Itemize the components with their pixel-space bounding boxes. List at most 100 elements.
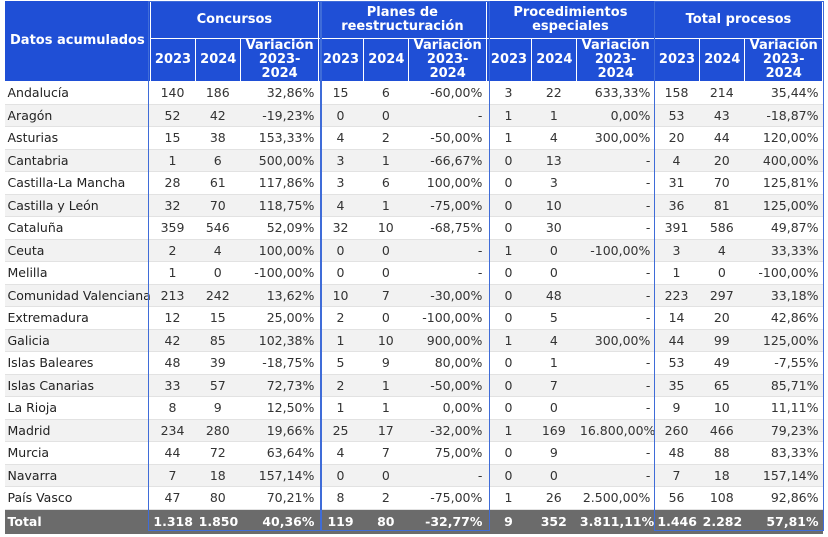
variation-cell: 0,00%: [576, 104, 655, 127]
value-cell: 2: [318, 306, 364, 330]
value-cell: 9: [654, 396, 700, 420]
value-cell: 586: [699, 216, 745, 240]
value-cell: 15: [195, 306, 241, 330]
region-name: Melilla: [4, 261, 151, 285]
region-name: País Vasco: [4, 486, 151, 510]
variation-cell: -: [576, 216, 655, 240]
value-cell: 57: [195, 374, 241, 397]
table-row: Aragón 52 42 -19,23% 0 0-1 1 0,00% 53 43 -18,87%: [4, 104, 823, 127]
variation-cell: 0,00%: [408, 396, 487, 420]
value-cell: 0: [318, 239, 364, 262]
variation-cell: -: [576, 351, 655, 375]
variation-cell: -32,00%: [408, 419, 487, 442]
variation-cell: 120,00%: [744, 126, 823, 150]
value-cell: 9: [531, 441, 577, 465]
subheader-2023: 2023: [653, 38, 701, 82]
region-name: Ceuta: [4, 239, 151, 262]
value-cell: 39: [195, 351, 241, 375]
value-cell: 5: [318, 351, 364, 375]
subheader-2024: 2024: [531, 38, 578, 82]
value-cell: 88: [699, 441, 745, 465]
table-row: Extremadura 12 15 25,00% 2 0 -100,00% 0 5-14 20 42…: [4, 306, 823, 330]
value-cell: 4: [195, 239, 241, 262]
variation-cell: 153,33%: [240, 126, 319, 150]
value-cell: 1: [150, 261, 196, 285]
variation-cell: -: [576, 441, 655, 465]
value-cell: 10: [699, 396, 745, 420]
value-cell: 15: [150, 126, 196, 150]
total-cell: 2.282: [699, 509, 745, 534]
value-cell: 7: [531, 374, 577, 397]
region-name: Andalucía: [4, 81, 151, 105]
total-cell: 40,36%: [240, 509, 319, 534]
value-cell: 0: [486, 351, 532, 375]
variation-cell: 125,00%: [744, 194, 823, 217]
variation-cell: 13,62%: [240, 284, 319, 307]
subheader-2024: 2024: [195, 38, 242, 82]
value-cell: 0: [486, 216, 532, 240]
variation-cell: 35,44%: [744, 81, 823, 105]
region-name: Aragón: [4, 104, 151, 127]
value-cell: 1: [318, 396, 364, 420]
value-cell: 42: [195, 104, 241, 127]
value-cell: 6: [363, 171, 409, 195]
region-name: Madrid: [4, 419, 151, 442]
total-cell: 1.446: [654, 509, 700, 534]
variation-cell: 75,00%: [408, 441, 487, 465]
variation-cell: 25,00%: [240, 306, 319, 330]
value-cell: 1: [486, 104, 532, 127]
value-cell: 1: [486, 486, 532, 510]
table-row: Navarra 7 18 157,14% 0 0-0 0-7 18 157,14%: [4, 464, 823, 487]
total-cell: 9: [486, 509, 532, 534]
value-cell: 81: [699, 194, 745, 217]
value-cell: 0: [486, 171, 532, 195]
variation-cell: -50,00%: [408, 126, 487, 150]
total-label: Total: [4, 509, 151, 534]
value-cell: 546: [195, 216, 241, 240]
value-cell: 30: [531, 216, 577, 240]
value-cell: 85: [195, 329, 241, 352]
table-row: Cataluña 359 546 52,09% 32 10 -68,75% 0 30-391 58…: [4, 216, 823, 240]
value-cell: 7: [150, 464, 196, 487]
variation-cell: -75,00%: [408, 194, 487, 217]
value-cell: 18: [699, 464, 745, 487]
table-row: Islas Baleares 48 39 -18,75% 5 9 80,00% 0 1-53 49…: [4, 351, 823, 375]
region-name: Asturias: [4, 126, 151, 150]
variation-cell: -75,00%: [408, 486, 487, 510]
value-cell: 0: [531, 464, 577, 487]
variation-cell: 92,86%: [744, 486, 823, 510]
variation-cell: -: [408, 464, 487, 487]
value-cell: 4: [654, 149, 700, 172]
value-cell: 0: [486, 261, 532, 285]
value-cell: 70: [195, 194, 241, 217]
subheader-variation: Variación 2023-2024: [744, 38, 823, 82]
variation-cell: 118,75%: [240, 194, 319, 217]
value-cell: 47: [150, 486, 196, 510]
value-cell: 10: [531, 194, 577, 217]
table-row: La Rioja 8 9 12,50% 1 1 0,00% 0 0-9 10 11,11%: [4, 396, 823, 420]
value-cell: 0: [486, 441, 532, 465]
variation-cell: 633,33%: [576, 81, 655, 105]
value-cell: 10: [318, 284, 364, 307]
table-row: País Vasco 47 80 70,21% 8 2 -75,00% 1 26 2.500,00…: [4, 486, 823, 510]
variation-cell: 100,00%: [240, 239, 319, 262]
value-cell: 12: [150, 306, 196, 330]
variation-cell: 2.500,00%: [576, 486, 655, 510]
value-cell: 169: [531, 419, 577, 442]
total-cell: 1.850: [195, 509, 241, 534]
value-cell: 43: [699, 104, 745, 127]
variation-cell: 85,71%: [744, 374, 823, 397]
total-cell: 57,81%: [744, 509, 823, 534]
value-cell: 25: [318, 419, 364, 442]
variation-cell: 125,81%: [744, 171, 823, 195]
value-cell: 0: [363, 464, 409, 487]
variation-cell: 33,33%: [744, 239, 823, 262]
region-name: Islas Baleares: [4, 351, 151, 375]
table-row: Castilla-La Mancha 28 61 117,86% 3 6 100,00% 0 3…: [4, 171, 823, 195]
value-cell: 5: [531, 306, 577, 330]
value-cell: 10: [363, 329, 409, 352]
variation-cell: 100,00%: [408, 171, 487, 195]
value-cell: 0: [318, 464, 364, 487]
region-name: Cataluña: [4, 216, 151, 240]
value-cell: 3: [486, 81, 532, 105]
